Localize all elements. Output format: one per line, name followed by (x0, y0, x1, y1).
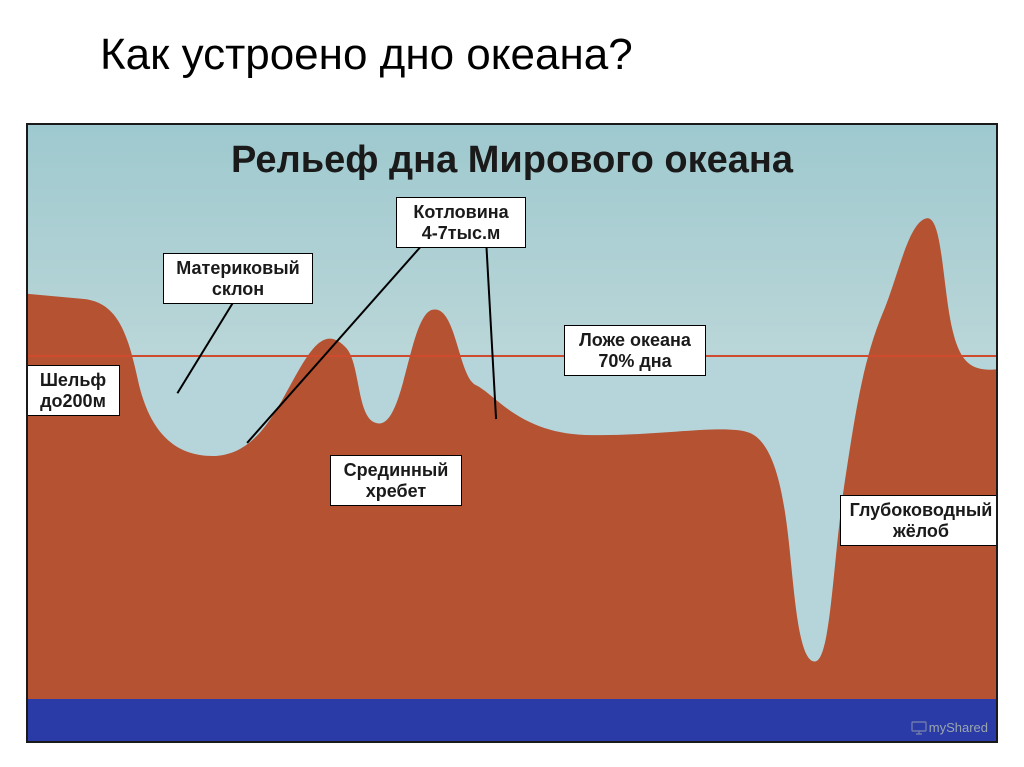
presentation-icon (911, 721, 927, 735)
label-bed-line2: 70% дна (573, 351, 697, 372)
ocean-floor-diagram: Рельеф дна Мирового океана Шельф до200м … (26, 123, 998, 743)
label-trench-line1: Глубоководный (849, 500, 993, 521)
label-continental-slope: Материковый склон (163, 253, 313, 304)
label-mid-ridge: Срединный хребет (330, 455, 462, 506)
label-ridge-line2: хребет (339, 481, 453, 502)
label-shelf: Шельф до200м (26, 365, 120, 416)
label-ocean-bed: Ложе океана 70% дна (564, 325, 706, 376)
label-basin-line1: Котловина (405, 202, 517, 223)
slide-title: Как устроено дно океана? (0, 0, 1024, 80)
label-basin: Котловина 4-7тыс.м (396, 197, 526, 248)
watermark-text: myShared (929, 720, 988, 735)
watermark: myShared (911, 720, 988, 735)
label-slope-line2: склон (172, 279, 304, 300)
label-slope-line1: Материковый (172, 258, 304, 279)
label-bed-line1: Ложе океана (573, 330, 697, 351)
label-shelf-line2: до200м (35, 391, 111, 412)
label-trench-line2: жёлоб (849, 521, 993, 542)
label-basin-line2: 4-7тыс.м (405, 223, 517, 244)
label-deep-trench: Глубоководный жёлоб (840, 495, 998, 546)
diagram-title: Рельеф дна Мирового океана (28, 139, 996, 182)
label-shelf-line1: Шельф (35, 370, 111, 391)
label-ridge-line1: Срединный (339, 460, 453, 481)
